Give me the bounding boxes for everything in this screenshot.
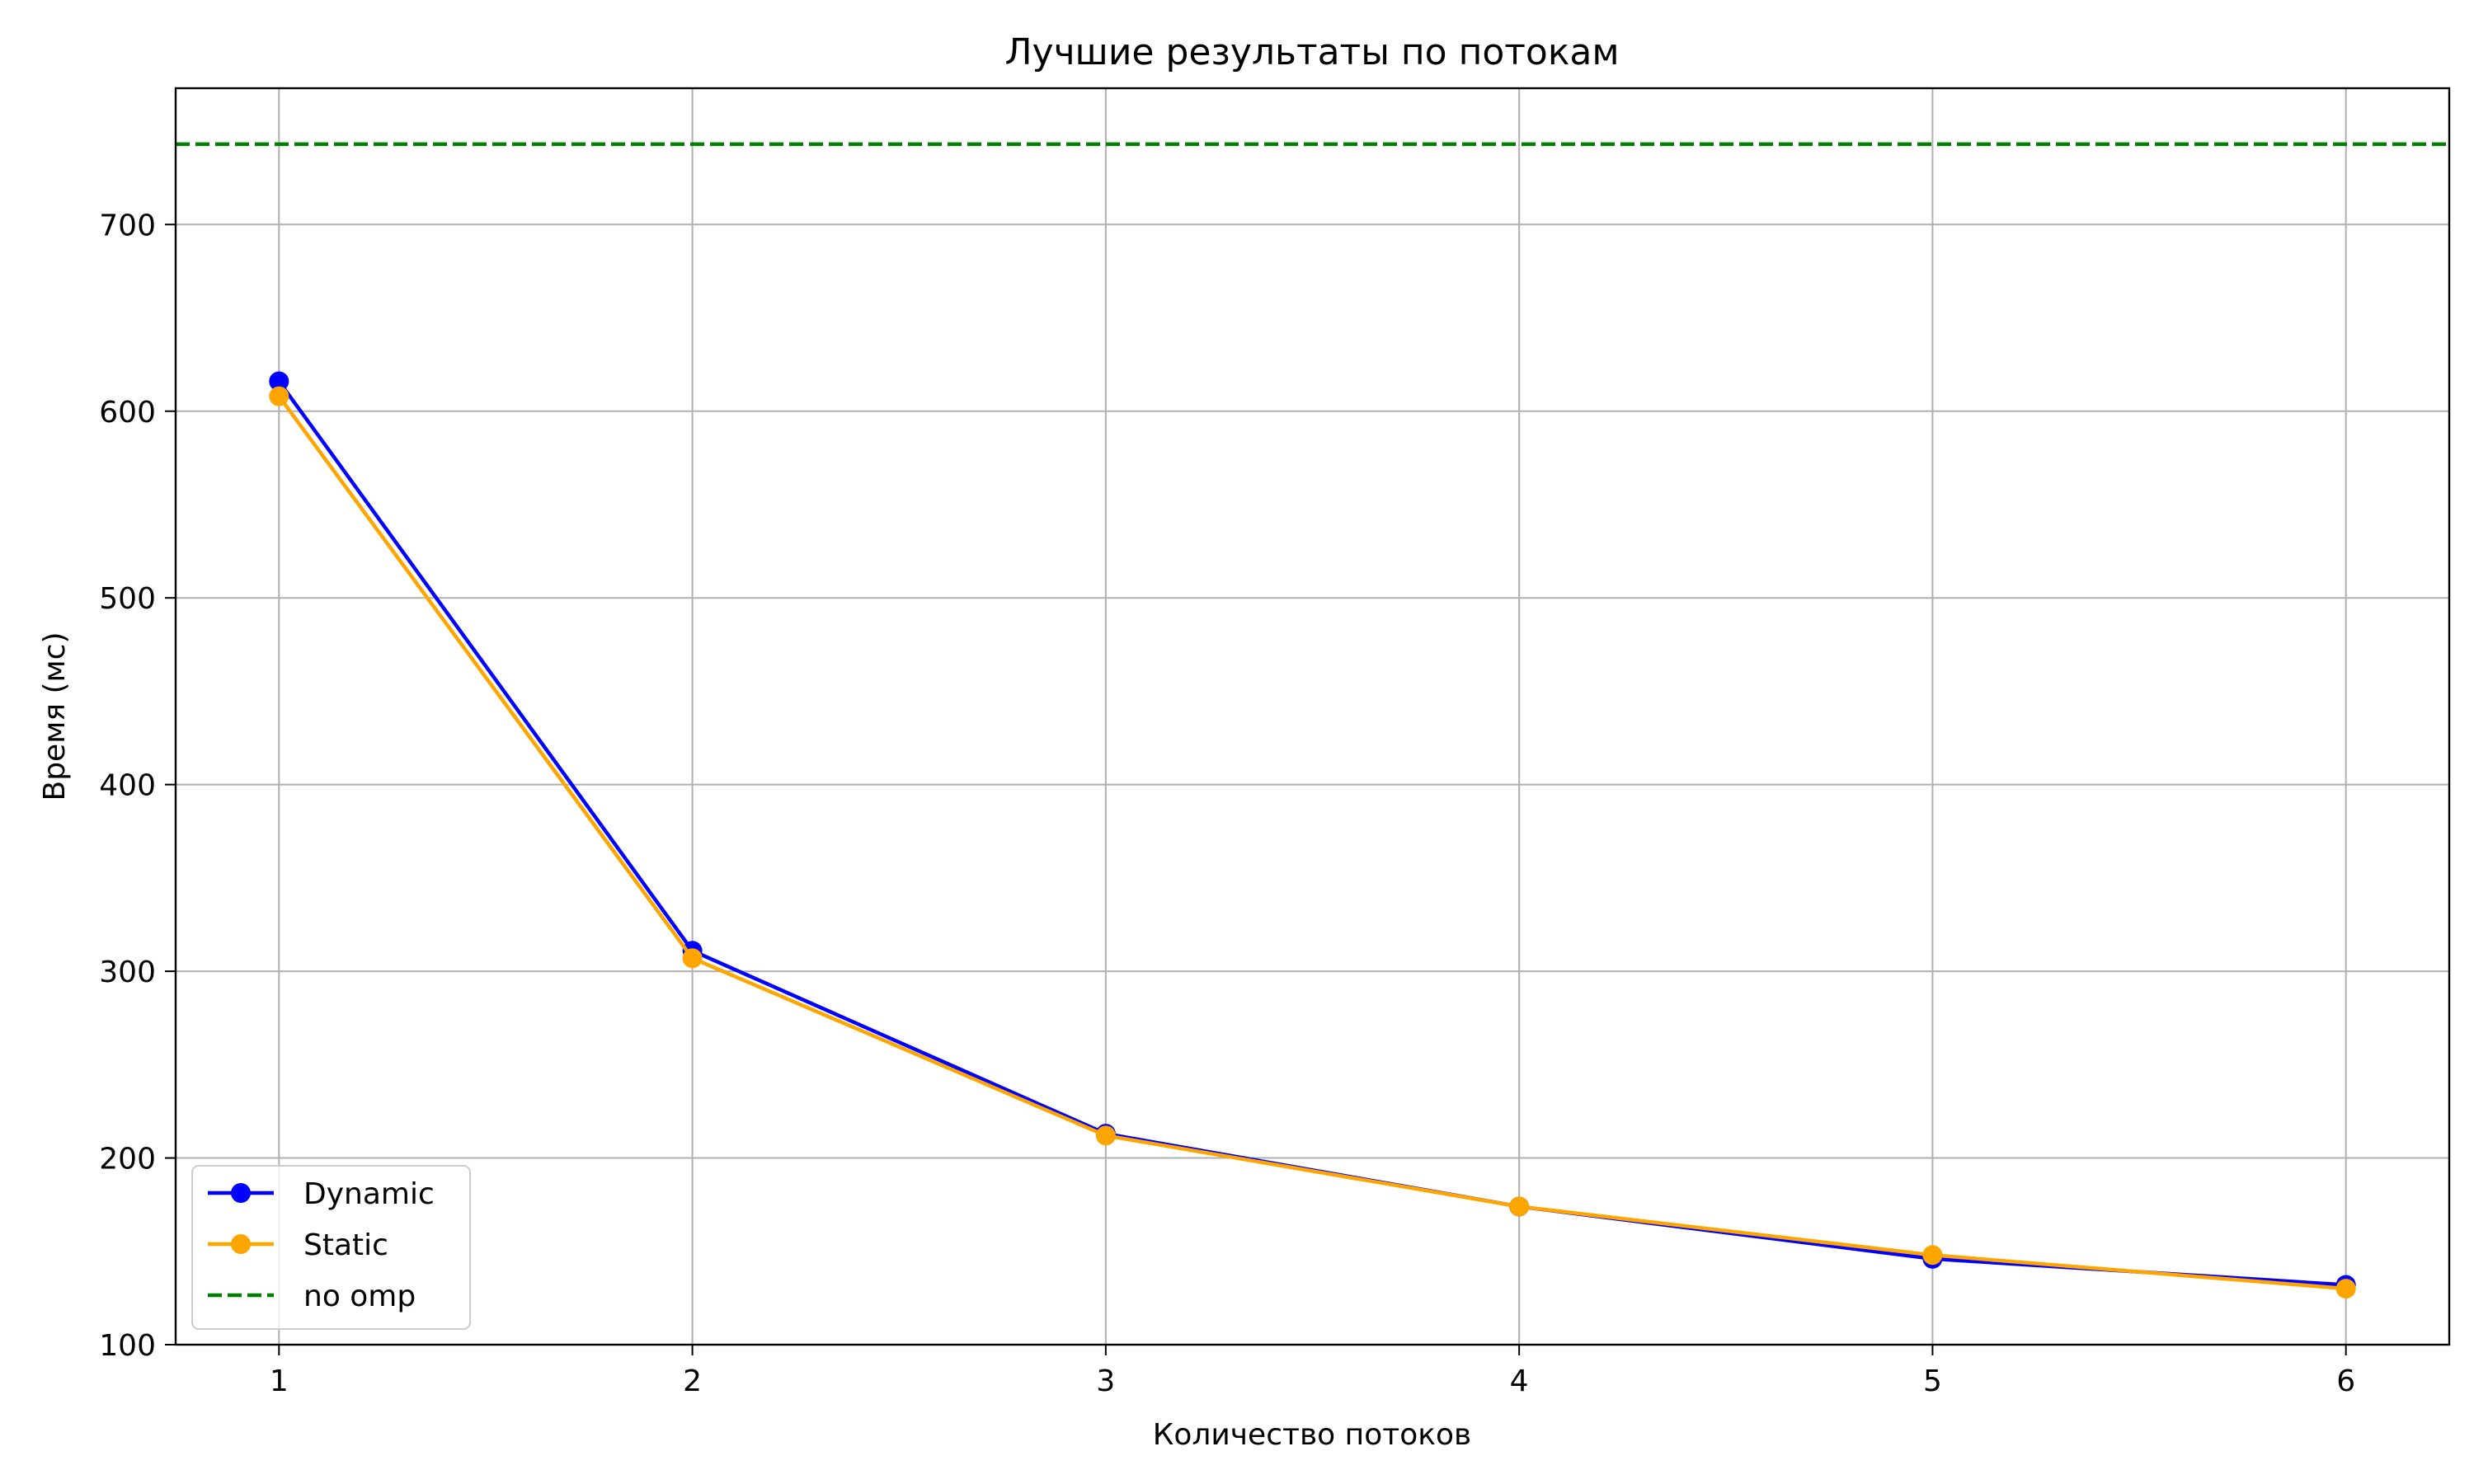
y-axis-label: Время (мс) <box>38 632 72 801</box>
y-tick-label: 700 <box>99 209 156 242</box>
x-tick-label: 2 <box>683 1364 702 1398</box>
y-tick-label: 600 <box>99 396 156 430</box>
chart-title: Лучшие результаты по потокам <box>1004 31 1619 73</box>
plot-frame <box>174 87 2451 1346</box>
series <box>269 371 2356 1299</box>
x-tick-label: 3 <box>1096 1364 1115 1398</box>
data-point-static <box>1095 1125 1116 1146</box>
data-point-static <box>1922 1245 1943 1266</box>
y-tick-label: 500 <box>99 582 156 616</box>
legend-label-dynamic: Dynamic <box>303 1177 435 1211</box>
x-tick-label: 5 <box>1923 1364 1942 1398</box>
ticks: 1 2 3 4 5 6 100 200 300 400 500 600 700 <box>99 209 2355 1398</box>
data-point-static <box>1509 1196 1530 1217</box>
legend-label-static: Static <box>303 1228 388 1262</box>
data-point-static <box>2335 1279 2356 1299</box>
y-tick-label: 300 <box>99 956 156 989</box>
x-tick-label: 1 <box>270 1364 289 1398</box>
y-tick-label: 100 <box>99 1329 156 1363</box>
x-axis-label: Количество потоков <box>1153 1418 1471 1452</box>
data-point-static <box>269 386 289 406</box>
legend-item-dynamic: Dynamic <box>208 1177 435 1211</box>
legend-marker-static <box>231 1234 251 1254</box>
x-tick-label: 6 <box>2336 1364 2355 1398</box>
legend-item-static: Static <box>208 1228 388 1262</box>
legend-marker-dynamic <box>231 1183 251 1203</box>
legend-label-no-omp: no omp <box>303 1280 416 1313</box>
y-tick-label: 200 <box>99 1143 156 1176</box>
x-tick-label: 4 <box>1510 1364 1529 1398</box>
legend-item-no-omp: no omp <box>208 1280 416 1313</box>
y-tick-label: 400 <box>99 769 156 803</box>
series-line-static <box>277 394 2348 1291</box>
data-point-dynamic <box>269 371 289 392</box>
data-point-static <box>682 948 703 969</box>
legend-box <box>191 1165 471 1330</box>
legend: Dynamic Static no omp <box>191 1165 471 1330</box>
series-static <box>269 386 2356 1299</box>
